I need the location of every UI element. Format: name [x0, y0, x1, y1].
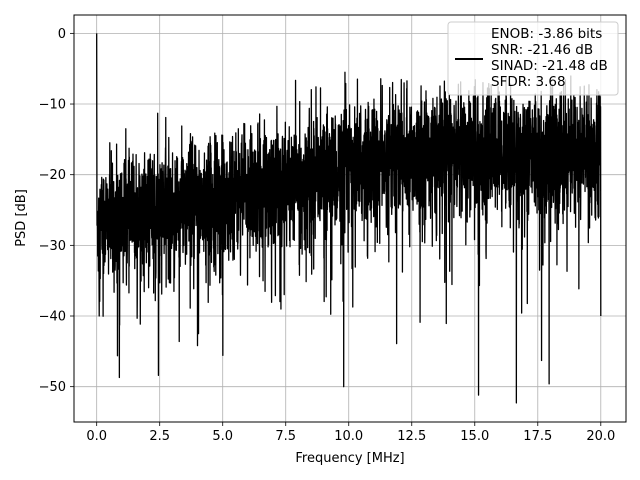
- x-tick-label: 12.5: [397, 429, 426, 444]
- x-tick-label: 17.5: [523, 429, 552, 444]
- x-axis: 0.0 2.5 5.0 7.5 10.0 12.5 15.0 17.5 20.0: [86, 422, 615, 444]
- plot-frame: [73, 14, 627, 423]
- legend-entry-sfdr: SFDR: 3.68: [491, 74, 566, 90]
- y-tick-label: −40: [39, 310, 66, 325]
- y-tick-label: −20: [39, 168, 66, 183]
- legend-box: [447, 21, 619, 96]
- y-tick-label: 0: [58, 27, 66, 42]
- y-tick-label: −10: [39, 98, 66, 113]
- legend-entry-snr: SNR: -21.46 dB: [491, 42, 593, 58]
- x-tick-label: 15.0: [460, 429, 489, 444]
- x-tick-label: 0.0: [86, 429, 107, 444]
- y-tick-label: −50: [39, 380, 66, 395]
- y-axis: 0 −10 −20 −30 −40 −50: [39, 27, 74, 395]
- psd-series-line: [96, 33, 602, 404]
- x-tick-label: 2.5: [149, 429, 170, 444]
- x-tick-label: 10.0: [334, 429, 363, 444]
- x-axis-label: Frequency [MHz]: [295, 451, 404, 466]
- y-axis-label: PSD [dB]: [14, 189, 29, 247]
- y-tick-label: −30: [39, 239, 66, 254]
- legend-entry-sinad: SINAD: -21.48 dB: [491, 58, 608, 74]
- x-tick-label: 7.5: [275, 429, 296, 444]
- x-tick-label: 20.0: [586, 429, 615, 444]
- x-tick-label: 5.0: [212, 429, 233, 444]
- legend-entry-enob: ENOB: -3.86 bits: [491, 26, 602, 42]
- legend: ENOB: -3.86 bits SNR: -21.46 dB SINAD: -…: [447, 21, 619, 96]
- plot-area: [96, 33, 602, 404]
